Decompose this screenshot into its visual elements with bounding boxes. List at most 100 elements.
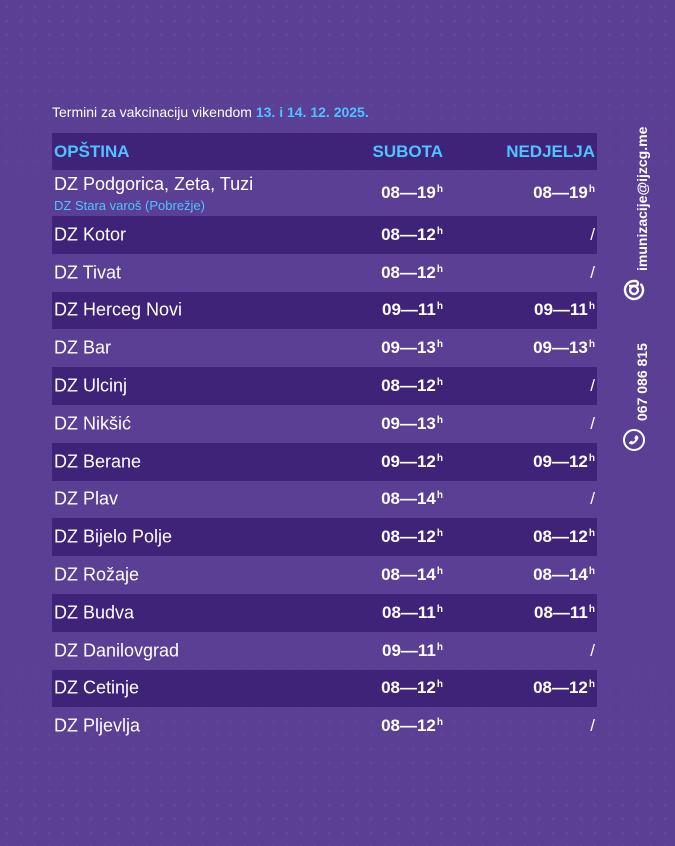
table-row: DZ Cetinje 08—12h 08—12h	[52, 669, 597, 708]
hour-suffix: h	[436, 679, 443, 691]
sunday-hours: 08—12h	[533, 527, 595, 547]
sunday-hours: 08—14h	[533, 565, 595, 585]
hour-suffix: h	[588, 301, 595, 313]
municipality-name: DZ Berane	[54, 451, 142, 472]
municipality-name: DZ Nikšić	[54, 413, 131, 434]
hour-suffix: h	[436, 490, 443, 502]
table-row: DZ Herceg Novi 09—11h 09—11h	[52, 291, 597, 330]
saturday-time: 08—11	[382, 602, 436, 622]
table-row: DZ Bijelo Polje 08—12h 08—12h	[52, 518, 597, 557]
at-sign-icon	[623, 279, 645, 301]
hour-suffix: h	[436, 452, 443, 464]
municipality-name: DZ Pljevlja	[54, 715, 141, 736]
saturday-hours: 09—13h	[381, 414, 443, 434]
hour-suffix: h	[588, 603, 595, 615]
table-row: DZ Budva 08—11h 08—11h	[52, 593, 597, 632]
hour-suffix: h	[436, 603, 443, 615]
municipality-name: DZ Tivat	[54, 262, 122, 283]
municipality-name: DZ Rožaje	[54, 564, 140, 585]
intro-line: Termini za vakcinaciju vikendom 13. i 14…	[52, 104, 369, 120]
municipality-name: DZ Kotor	[54, 224, 127, 245]
municipality-name: DZ Podgorica, Zeta, Tuzi	[54, 174, 254, 194]
sunday-time: /	[590, 262, 595, 282]
header-municipality: OPŠTINA	[54, 141, 130, 161]
hour-suffix: h	[436, 263, 443, 275]
table-row: DZ Bar 09—13h 09—13h	[52, 329, 597, 367]
saturday-time: 08—12	[381, 224, 436, 244]
saturday-hours: 09—12h	[381, 452, 443, 472]
sunday-hours: 09—13h	[533, 338, 595, 358]
hour-suffix: h	[436, 717, 443, 729]
hour-suffix: h	[436, 339, 443, 351]
municipality-name: DZ Budva	[54, 602, 135, 623]
hour-suffix: h	[436, 301, 443, 313]
saturday-hours: 08—11h	[382, 603, 443, 623]
table-row: DZ Rožaje 08—14h 08—14h	[52, 556, 597, 594]
sunday-hours: /	[590, 263, 595, 283]
sunday-hours: 09—11h	[534, 300, 595, 320]
saturday-time: 09—12	[381, 451, 436, 471]
municipality-name: DZ Cetinje	[54, 677, 140, 698]
sunday-time: /	[590, 376, 595, 396]
saturday-hours: 08—12h	[381, 716, 443, 736]
table-row: DZ Danilovgrad 09—11h /	[52, 632, 597, 670]
sunday-time: 09—13	[533, 338, 588, 358]
table-row: DZ Ulcinj 08—12h /	[52, 367, 597, 405]
sunday-hours: /	[590, 641, 595, 661]
sunday-time: 09—11	[534, 300, 588, 320]
header-sunday: NEDJELJA	[506, 141, 595, 161]
saturday-time: 08—19	[381, 183, 436, 202]
table-row: DZ Podgorica, Zeta, Tuzi DZ Stara varoš (…	[52, 170, 597, 216]
hour-suffix: h	[436, 414, 443, 426]
hour-suffix: h	[588, 679, 595, 691]
table-row: DZ Berane 09—12h 09—12h	[52, 442, 597, 481]
hour-suffix: h	[588, 339, 595, 351]
hour-suffix: h	[588, 452, 595, 464]
saturday-hours: 08—14h	[381, 489, 443, 509]
sunday-hours: /	[590, 376, 595, 396]
hour-suffix: h	[436, 184, 443, 195]
saturday-hours: 09—13h	[381, 338, 443, 358]
schedule-table: OPŠTINA SUBOTA NEDJELJA DZ Podgorica, Ze…	[52, 133, 597, 745]
sunday-time: 08—12	[533, 678, 588, 698]
table-row: DZ Nikšić 09—13h /	[52, 405, 597, 443]
saturday-hours: 08—12h	[381, 527, 443, 547]
sunday-time: 09—12	[533, 451, 588, 471]
intro-text: Termini za vakcinaciju vikendom	[52, 104, 252, 120]
saturday-hours: 08—12h	[381, 263, 443, 283]
saturday-time: 09—11	[382, 300, 436, 320]
saturday-hours: 08—12h	[381, 225, 443, 245]
sunday-hours: /	[590, 225, 595, 245]
saturday-hours: 08—12h	[381, 678, 443, 698]
contact-phone[interactable]: 067 086 815	[634, 343, 650, 421]
hour-suffix: h	[588, 566, 595, 578]
contact-email[interactable]: imunizacije@ijzcg.me	[634, 126, 650, 271]
saturday-hours: 09—11h	[382, 300, 443, 320]
table-row: DZ Pljevlja 08—12h /	[52, 707, 597, 745]
sunday-time: 08—14	[533, 565, 588, 585]
sunday-hours: 09—12h	[533, 452, 595, 472]
municipality-name: DZ Herceg Novi	[54, 299, 183, 320]
sunday-time: /	[590, 640, 595, 660]
municipality-subtitle: DZ Stara varoš (Pobrežje)	[54, 198, 205, 213]
sunday-hours: /	[590, 414, 595, 434]
sunday-time: 08—12	[533, 527, 588, 547]
saturday-time: 08—12	[381, 678, 436, 698]
hour-suffix: h	[436, 566, 443, 578]
hour-suffix: h	[436, 377, 443, 389]
sunday-hours: /	[590, 716, 595, 736]
saturday-time: 08—12	[381, 376, 436, 396]
intro-date: 13. i 14. 12. 2025.	[255, 104, 369, 120]
header-saturday: SUBOTA	[372, 141, 443, 161]
municipality-name: DZ Ulcinj	[54, 375, 128, 396]
saturday-time: 08—14	[381, 565, 436, 585]
hour-suffix: h	[436, 641, 443, 653]
sunday-time: 08—19	[533, 183, 588, 202]
municipality-name: DZ Bijelo Polje	[54, 526, 173, 547]
sunday-time: /	[590, 413, 595, 433]
saturday-time: 08—14	[381, 489, 436, 509]
table-row: DZ Kotor 08—12h /	[52, 216, 597, 254]
table-header: OPŠTINA SUBOTA NEDJELJA	[52, 133, 597, 170]
saturday-time: 08—12	[381, 262, 436, 282]
sunday-time: /	[590, 716, 595, 736]
